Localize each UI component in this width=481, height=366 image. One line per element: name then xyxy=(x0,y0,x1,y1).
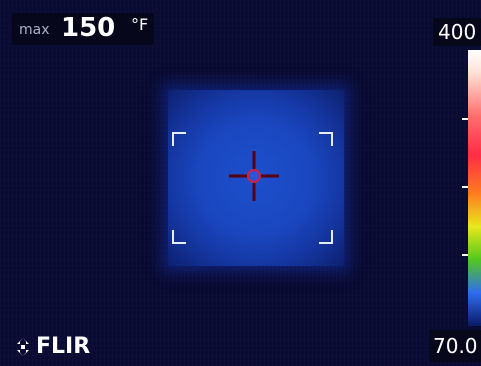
temperature-unit: °F xyxy=(131,15,149,34)
palette-tick xyxy=(462,186,468,188)
palette-tick xyxy=(462,118,468,120)
brand-logo-text: FLIR xyxy=(36,334,91,359)
scale-max-label: 400 xyxy=(433,18,481,46)
focus-bracket-icon xyxy=(319,132,333,146)
color-palette-bar xyxy=(468,50,481,326)
flir-logo-icon xyxy=(17,338,29,356)
crosshair-icon xyxy=(229,151,279,201)
max-label: max xyxy=(19,22,50,38)
max-temperature-value: 150 xyxy=(61,13,116,43)
focus-bracket-icon xyxy=(172,230,186,244)
focus-bracket-icon xyxy=(319,230,333,244)
scale-min-label: 70.0 xyxy=(429,330,481,362)
palette-tick xyxy=(462,254,468,256)
max-readout-panel xyxy=(12,13,154,45)
focus-bracket-icon xyxy=(172,132,186,146)
